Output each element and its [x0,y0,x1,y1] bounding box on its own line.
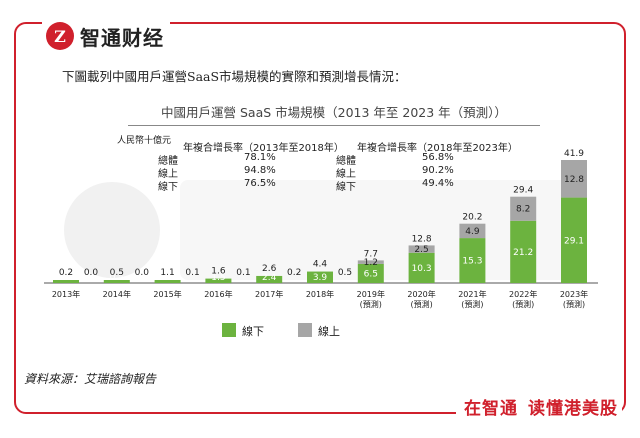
cagr-row-value: 49.4% [422,178,454,189]
x-tick-label: 2018年 [306,289,334,299]
bar-offline [561,197,587,283]
total-label: 41.9 [564,149,584,159]
bar-online [357,260,384,264]
data-label-online: 2.5 [414,245,428,255]
total-label: 7.7 [364,249,378,259]
cagr-row-value: 94.8% [244,165,276,176]
data-label-online: 0.0 [84,268,99,278]
x-tick-label: 2015年 [153,289,181,299]
brand-logo-icon: Z [46,22,74,50]
cagr-row-value: 78.1% [244,152,276,163]
data-label-offline: 0.2 [59,273,73,283]
footer-slogan-part1: 在智通 [464,399,518,419]
footer-slogan-part2: 读懂港美股 [528,399,618,419]
bar-offline [307,271,333,283]
bar-offline [103,280,130,283]
x-tick-label: 2016年 [204,289,232,299]
brand-logo[interactable]: Z 智通财经 [42,18,170,54]
unit-label: 人民幣十億元 [117,136,172,146]
footer-slogan: 在智通 读懂港美股 [456,394,622,419]
title-divider [128,125,540,126]
total-label: 0.2 [59,268,73,278]
data-label-offline: 29.1 [564,236,584,246]
data-label-online: 0.2 [287,268,301,278]
total-label: 1.6 [211,267,226,277]
x-tick-label: (預測) [461,299,483,309]
bar-online [459,223,486,239]
brand-name: 智通财经 [80,25,164,50]
bar-offline [205,278,232,283]
cagr-row-label: 線下 [158,182,178,193]
data-label-online: 1.2 [364,258,378,268]
x-tick-label: 2019年 [357,289,385,299]
bar-offline [53,280,79,283]
data-label-offline: 0.5 [110,273,124,283]
bar-offline [510,220,537,283]
cagr-row-value: 90.2% [422,165,454,176]
cagr-row-label: 線上 [336,169,356,180]
legend-label: 線下 [242,324,264,338]
data-label-online: 8.2 [516,205,530,215]
x-tick-label: (預測) [563,299,585,309]
cagr-row-label: 總體 [336,156,356,167]
cagr-row-value: 76.5% [244,178,276,189]
x-tick-label: 2013年 [52,289,80,299]
total-label: 2.6 [262,264,277,274]
total-label: 4.4 [313,260,328,270]
data-label-online: 0.0 [135,268,150,278]
legend-swatch [298,323,312,337]
cagr-row-label: 線下 [336,182,356,193]
x-tick-label: 2020年 [407,289,435,299]
bar-online [561,160,587,198]
legend-label: 線上 [318,324,340,338]
data-label-offline: 10.3 [412,264,432,274]
data-label-offline: 3.9 [313,273,328,283]
cagr-fcst-header: 年複合增長率（2018年至2023年） [357,143,518,154]
data-label-online: 4.9 [465,227,480,237]
cagr-hist-header: 年複合增長率（2013年至2018年） [183,143,344,154]
data-label-online: 0.1 [185,268,199,278]
data-label-online: 0.1 [236,268,250,278]
total-label: 1.1 [160,268,174,278]
total-label: 20.2 [462,213,482,223]
x-tick-label: 2017年 [255,289,283,299]
total-label: 29.4 [513,186,533,196]
bar-online [510,196,537,221]
cagr-row-label: 線上 [158,169,178,180]
bar-offline [256,275,283,283]
x-tick-label: 2022年 [509,289,537,299]
data-label-online: 0.5 [338,268,352,278]
data-label-offline: 15.3 [462,257,482,267]
cagr-row-label: 總體 [158,156,178,167]
data-label-offline: 1.0 [160,273,175,283]
chart-title: 中國用戶運營 SaaS 市場規模（2013 年至 2023 年（預測）） [161,105,507,120]
bar-online [408,245,435,253]
source-note: 資料來源：艾瑞諮詢報告 [24,372,157,386]
data-label-offline: 2.4 [262,273,277,283]
data-label-offline: 6.5 [364,269,378,279]
x-tick-label: 2014年 [103,289,131,299]
data-label-offline: 1.5 [211,273,225,283]
cagr-row-value: 56.8% [422,152,454,163]
data-label-online: 12.8 [564,175,584,185]
total-label: 12.8 [412,234,432,244]
bar-offline [408,252,435,283]
x-tick-label: (預測) [410,299,432,309]
intro-text: 下圖載列中國用戶運營SaaS市場規模的實際和預測增長情況： [62,69,407,84]
x-tick-label: (預測) [512,299,534,309]
bar-offline [459,238,486,283]
bar-offline [154,280,181,283]
x-tick-label: (預測) [360,299,382,309]
content-frame [14,22,626,414]
x-tick-label: 2021年 [458,289,486,299]
data-label-offline: 21.2 [513,248,533,258]
x-tick-label: 2023年 [560,289,588,299]
legend-swatch [222,323,236,337]
bar-offline [357,263,384,283]
total-label: 0.5 [110,268,124,278]
